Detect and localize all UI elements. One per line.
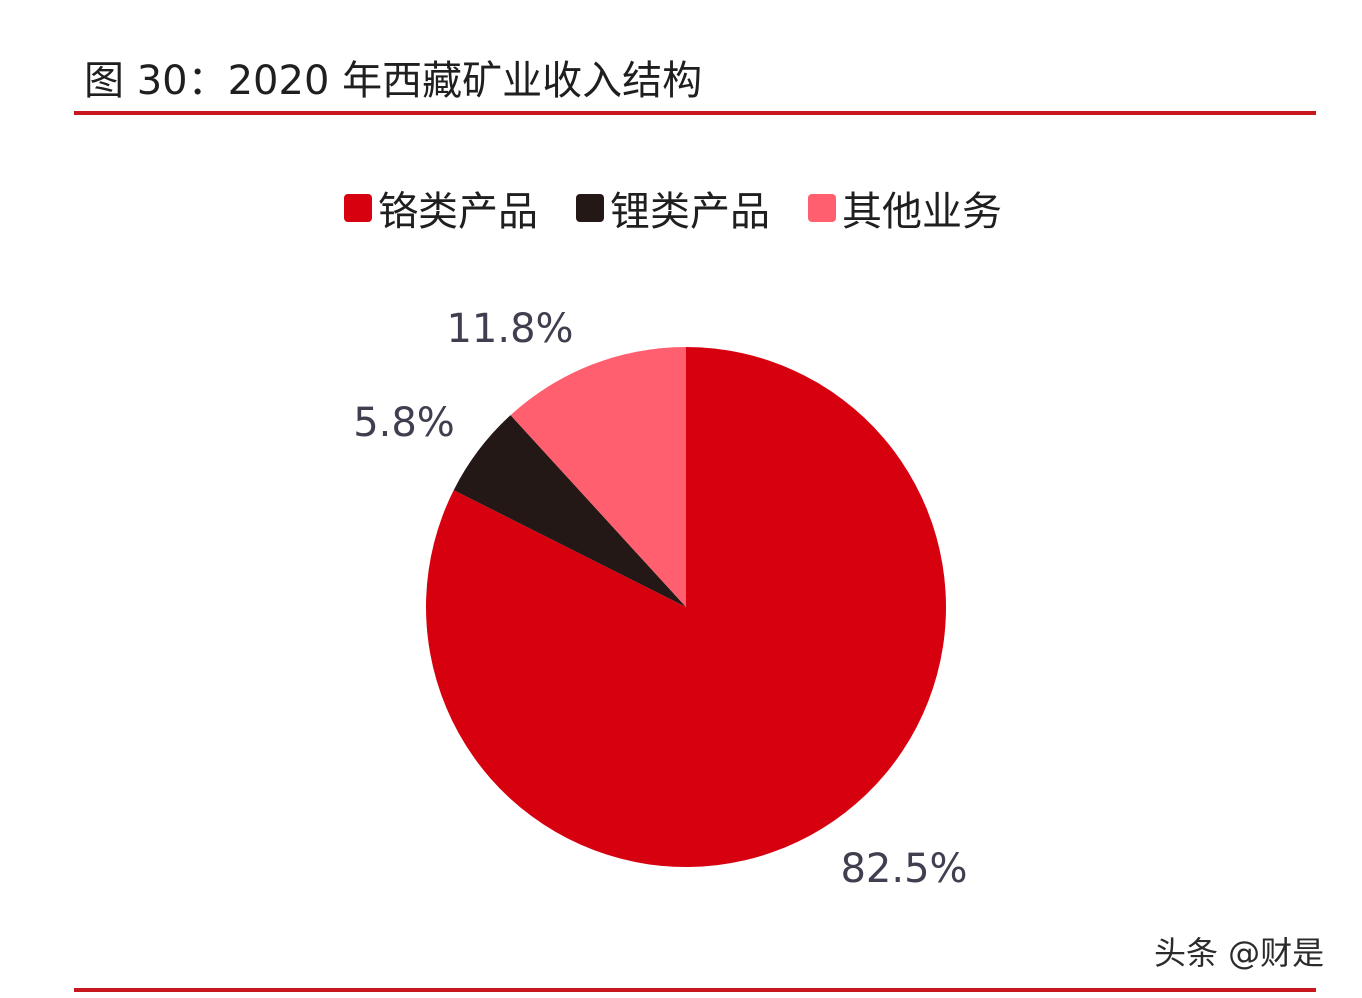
chart-legend: 铬类产品 锂类产品 其他业务 <box>344 180 1040 236</box>
watermark: 头条 @财是 <box>1154 934 1325 972</box>
legend-item-lithium: 锂类产品 <box>576 179 770 237</box>
figure-title: 图 30：2020 年西藏矿业收入结构 <box>84 58 703 104</box>
data-label-chromium: 82.5% <box>840 846 967 892</box>
title-rule <box>74 111 1316 115</box>
legend-label-chromium: 铬类产品 <box>378 189 538 235</box>
pie-slice-other <box>510 347 686 607</box>
legend-swatch-other <box>808 194 836 222</box>
legend-item-chromium: 铬类产品 <box>344 179 538 237</box>
bottom-rule <box>74 988 1316 992</box>
legend-label-lithium: 锂类产品 <box>610 189 770 235</box>
pie-slices <box>425 347 946 867</box>
data-labels: 82.5% 5.8% 11.8% <box>353 306 967 892</box>
pie-slice-lithium <box>453 415 686 607</box>
data-label-lithium: 5.8% <box>353 400 455 446</box>
legend-label-other: 其他业务 <box>842 189 1002 235</box>
data-label-other: 11.8% <box>446 306 573 352</box>
legend-swatch-lithium <box>576 194 604 222</box>
legend-swatch-chromium <box>344 194 372 222</box>
pie-slice-chromium <box>425 347 946 867</box>
legend-item-other: 其他业务 <box>808 179 1002 237</box>
